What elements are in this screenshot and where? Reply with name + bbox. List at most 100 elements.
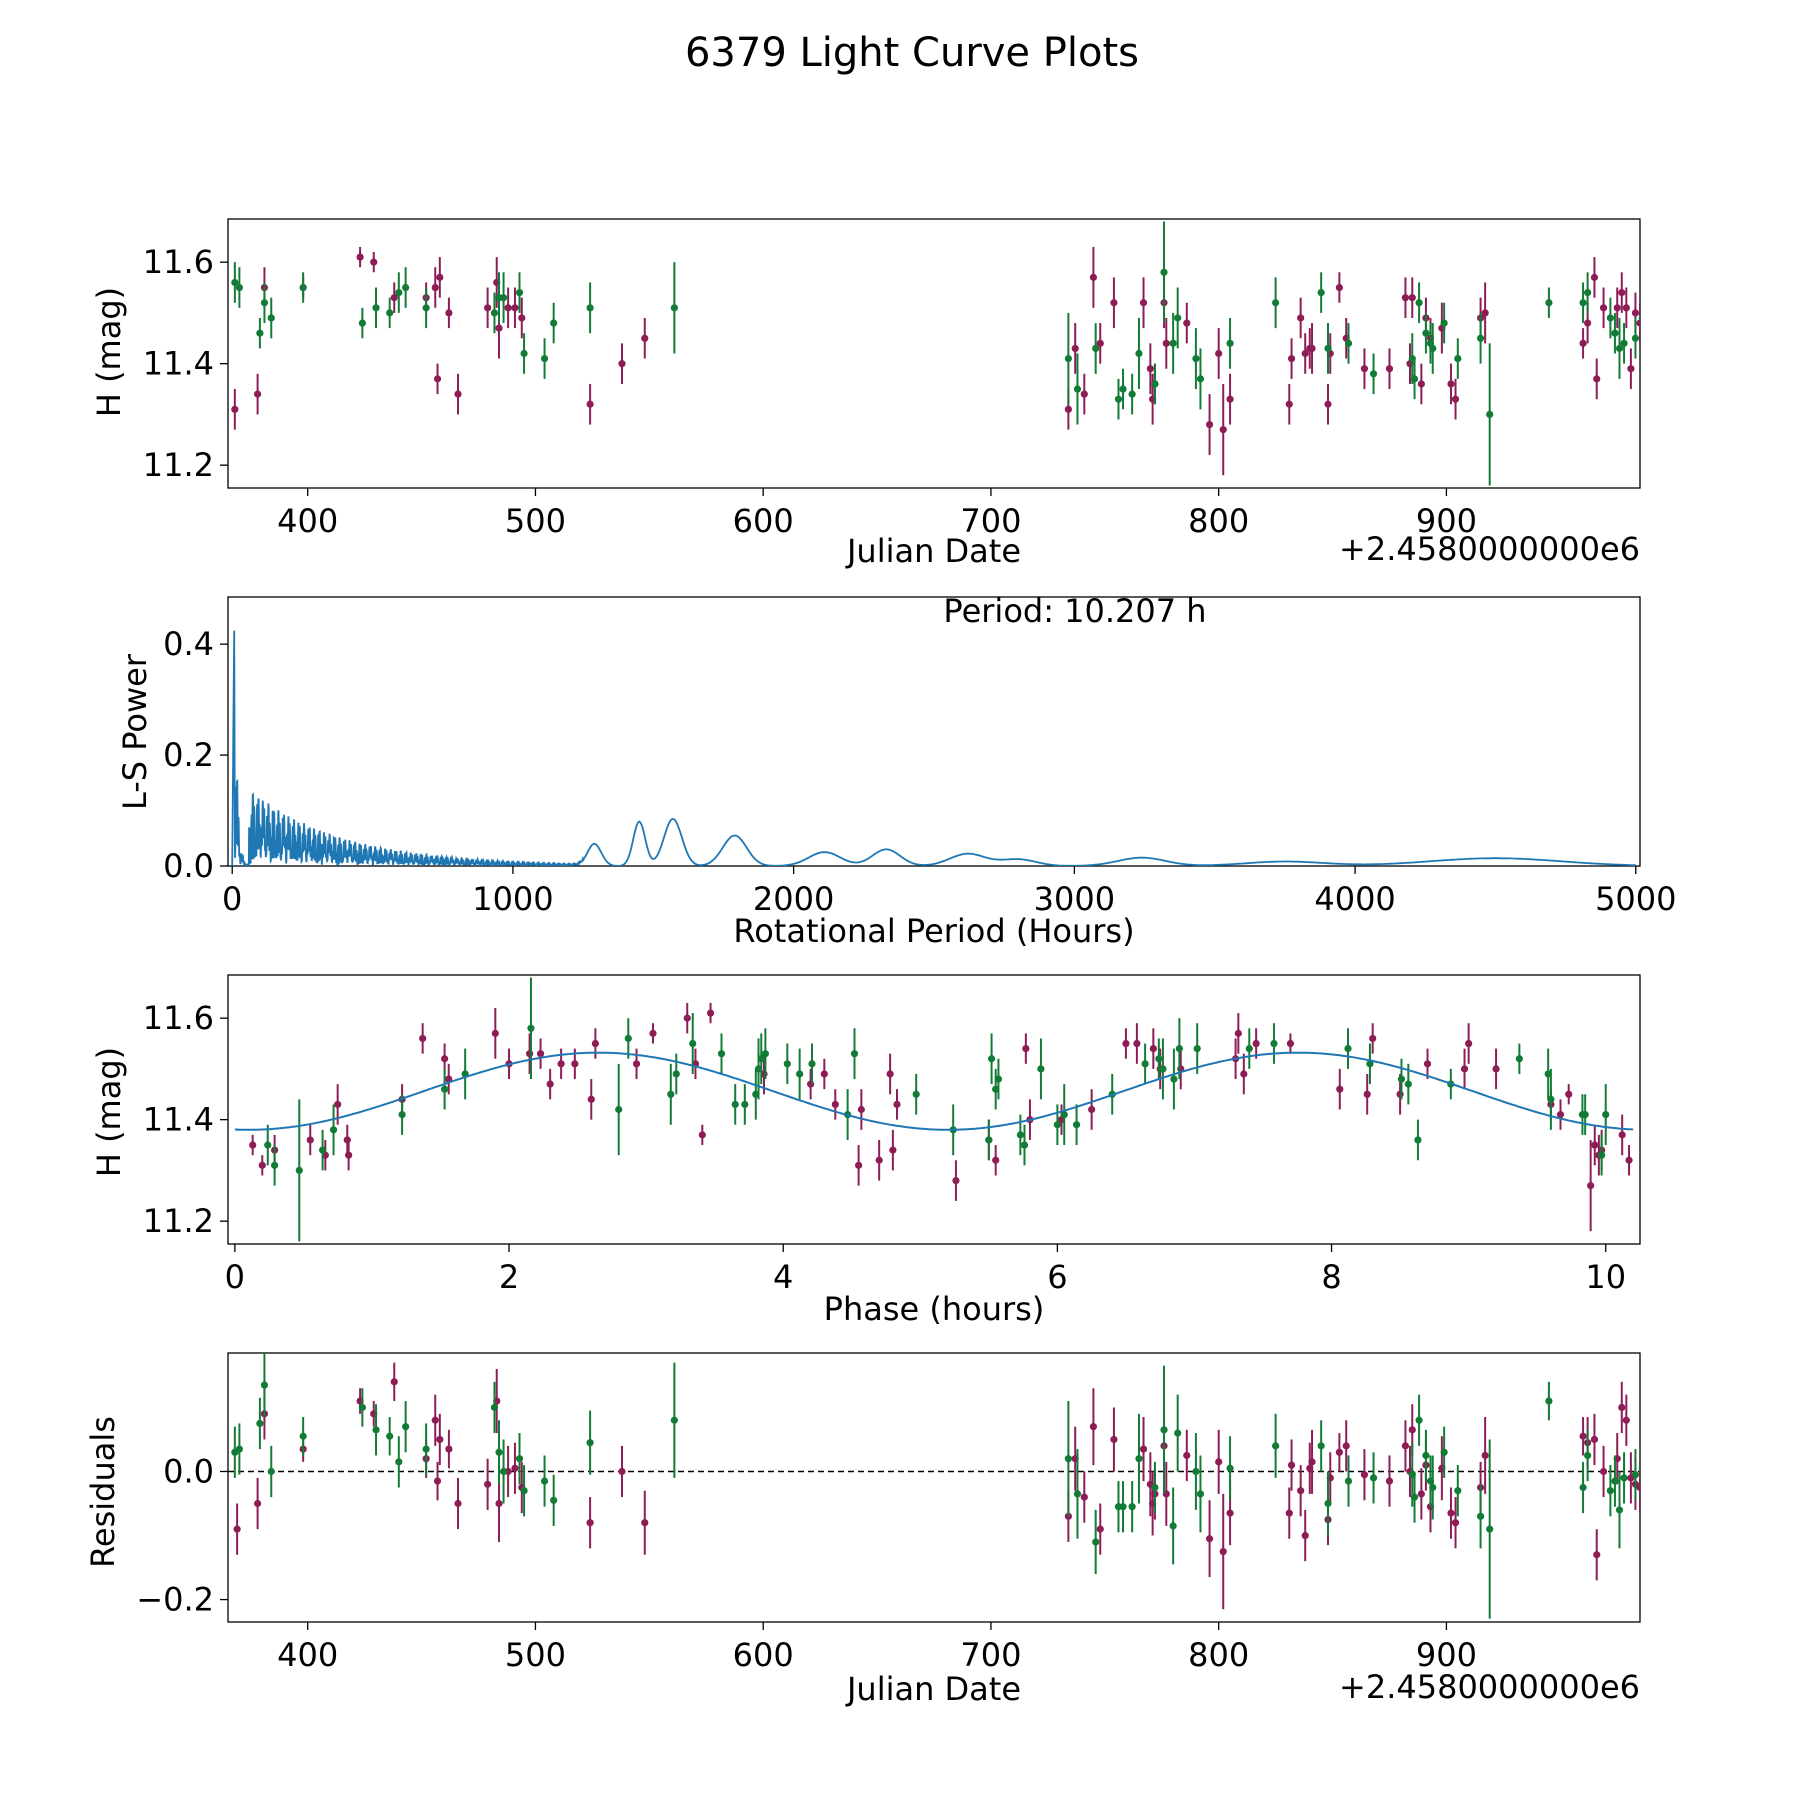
phased-data-point-magenta bbox=[571, 1060, 579, 1068]
phased-data-point-green bbox=[1016, 1131, 1024, 1139]
residuals-data-point-green bbox=[1369, 1474, 1378, 1482]
lightcurve-data-point-magenta bbox=[1205, 420, 1214, 429]
lightcurve-data-point-green bbox=[1486, 410, 1494, 419]
phased-y-tick-label: 11.6 bbox=[143, 999, 214, 1037]
residuals-data-point-magenta bbox=[495, 1499, 503, 1508]
lightcurve-data-point-green bbox=[515, 288, 524, 297]
phased-data-point-green bbox=[1602, 1110, 1610, 1119]
residuals-data-point-green bbox=[550, 1496, 558, 1504]
lightcurve-data-point-magenta bbox=[1226, 395, 1234, 403]
phased-data-point-magenta bbox=[632, 1060, 641, 1068]
lightcurve-data-point-green bbox=[1620, 339, 1628, 347]
phased-data-point-magenta bbox=[1133, 1039, 1141, 1048]
lightcurve-data-point-green bbox=[1579, 299, 1587, 307]
residuals-data-point-green bbox=[358, 1403, 366, 1412]
residuals-data-point-green bbox=[1454, 1487, 1462, 1495]
lightcurve-y-tick-label: 11.4 bbox=[143, 345, 214, 383]
phased-data-point-green bbox=[1020, 1141, 1029, 1149]
lightcurve-data-point-magenta bbox=[1593, 375, 1601, 383]
phased-data-point-green bbox=[264, 1141, 272, 1149]
phased-data-point-magenta bbox=[1122, 1039, 1130, 1048]
periodogram-y-tick-label: 0.0 bbox=[163, 847, 214, 885]
residuals-data-point-magenta bbox=[1593, 1551, 1601, 1559]
lightcurve-data-point-magenta bbox=[1324, 400, 1332, 408]
lightcurve-data-point-green bbox=[1192, 354, 1200, 363]
lightcurve-data-point-magenta bbox=[484, 304, 492, 312]
residuals-data-point-green bbox=[1611, 1477, 1619, 1485]
phased-data-point-green bbox=[1141, 1060, 1149, 1068]
lightcurve-data-point-magenta bbox=[1162, 339, 1170, 347]
lightcurve-data-point-green bbox=[1584, 288, 1592, 297]
phased-data-point-magenta bbox=[557, 1060, 565, 1068]
residuals-data-point-green bbox=[1169, 1522, 1177, 1530]
lightcurve-data-point-green bbox=[1114, 395, 1123, 403]
residuals-data-point-magenta bbox=[484, 1480, 492, 1488]
residuals-data-point-magenta bbox=[431, 1416, 439, 1424]
lightcurve-x-axis-label: Julian Date bbox=[845, 532, 1021, 570]
phased-data-point-green bbox=[731, 1100, 739, 1109]
phased-data-point-magenta bbox=[886, 1070, 894, 1078]
periodogram-x-tick-label: 2000 bbox=[753, 880, 834, 918]
phased-data-point-green bbox=[757, 1055, 765, 1063]
periodogram-y-tick-label: 0.4 bbox=[163, 625, 214, 663]
phased-y-tick-label: 11.4 bbox=[143, 1101, 214, 1139]
residuals-data-point-green bbox=[1486, 1525, 1494, 1533]
residuals-data-point-magenta bbox=[1080, 1493, 1088, 1501]
lightcurve-data-point-magenta bbox=[1636, 319, 1640, 327]
residuals-x-axis-label: Julian Date bbox=[845, 1670, 1021, 1708]
residuals-x-tick-label: 500 bbox=[505, 1636, 566, 1674]
residuals-data-point-magenta bbox=[433, 1477, 442, 1485]
phased-data-point-green bbox=[796, 1070, 804, 1078]
lightcurve-data-point-green bbox=[1272, 299, 1280, 307]
lightcurve-data-point-magenta bbox=[1215, 349, 1223, 358]
residuals-y-axis-label: Residuals bbox=[84, 1416, 122, 1568]
phased-x-tick-label: 0 bbox=[225, 1258, 245, 1296]
residuals-data-point-green bbox=[1476, 1512, 1485, 1520]
residuals-x-tick-label: 900 bbox=[1416, 1636, 1477, 1674]
residuals-data-point-magenta bbox=[1622, 1416, 1630, 1424]
phased-data-point-magenta bbox=[1618, 1131, 1626, 1139]
phased-data-point-green bbox=[318, 1146, 327, 1154]
phased-data-point-magenta bbox=[445, 1075, 453, 1083]
residuals-data-point-green bbox=[495, 1448, 503, 1456]
residuals-x-offset-text: +2.4580000000e6 bbox=[1339, 1668, 1640, 1706]
periodogram-x-tick-label: 5000 bbox=[1595, 880, 1676, 918]
residuals-data-point-green bbox=[1620, 1474, 1628, 1482]
lightcurve-data-point-magenta bbox=[1613, 304, 1621, 312]
lightcurve-data-point-green bbox=[1611, 329, 1619, 337]
lightcurve-data-point-magenta bbox=[1447, 380, 1455, 388]
phased-data-point-magenta bbox=[889, 1146, 897, 1154]
phased-data-point-green bbox=[271, 1161, 279, 1169]
residuals-data-point-green bbox=[1344, 1477, 1353, 1485]
residuals-data-point-magenta bbox=[233, 1525, 241, 1533]
residuals-data-point-magenta bbox=[1636, 1483, 1640, 1492]
phased-model-layer bbox=[234, 1051, 1634, 1131]
lightcurve-data-point-magenta bbox=[1579, 339, 1587, 347]
phased-data-point-magenta bbox=[1465, 1039, 1473, 1048]
residuals-x-tick-label: 800 bbox=[1188, 1636, 1249, 1674]
phased-data-point-green bbox=[1175, 1044, 1183, 1053]
phased-data-point-green bbox=[1598, 1151, 1606, 1159]
phased-data-point-magenta bbox=[1286, 1039, 1295, 1048]
lightcurve-data-point-green bbox=[1151, 380, 1159, 388]
lightcurve-data-point-green bbox=[1196, 375, 1205, 383]
phased-data-point-magenta bbox=[649, 1029, 657, 1037]
phased-data-point-green bbox=[672, 1070, 680, 1078]
phased-data-point-green bbox=[1547, 1095, 1555, 1103]
residuals-data-point-green bbox=[586, 1439, 594, 1447]
residuals-data-point-green bbox=[299, 1432, 307, 1440]
lightcurve-data-point-green bbox=[372, 304, 380, 312]
phased-data-point-magenta bbox=[345, 1151, 353, 1159]
lightcurve-data-point-green bbox=[1415, 299, 1423, 307]
lightcurve-data-point-magenta bbox=[370, 258, 378, 266]
residuals-data-point-green bbox=[1174, 1429, 1182, 1437]
lightcurve-data-point-magenta bbox=[231, 405, 239, 413]
lightcurve-data-point-magenta bbox=[356, 253, 364, 261]
residuals-data-point-green bbox=[1128, 1503, 1136, 1511]
lightcurve-data-point-magenta bbox=[1408, 294, 1416, 302]
residuals-data-point-green bbox=[670, 1416, 678, 1424]
lightcurve-x-tick-label: 500 bbox=[505, 502, 566, 540]
phased-data-point-magenta bbox=[1556, 1110, 1565, 1119]
residuals-data-point-green bbox=[402, 1423, 410, 1431]
residuals-data-point-green bbox=[372, 1426, 380, 1434]
